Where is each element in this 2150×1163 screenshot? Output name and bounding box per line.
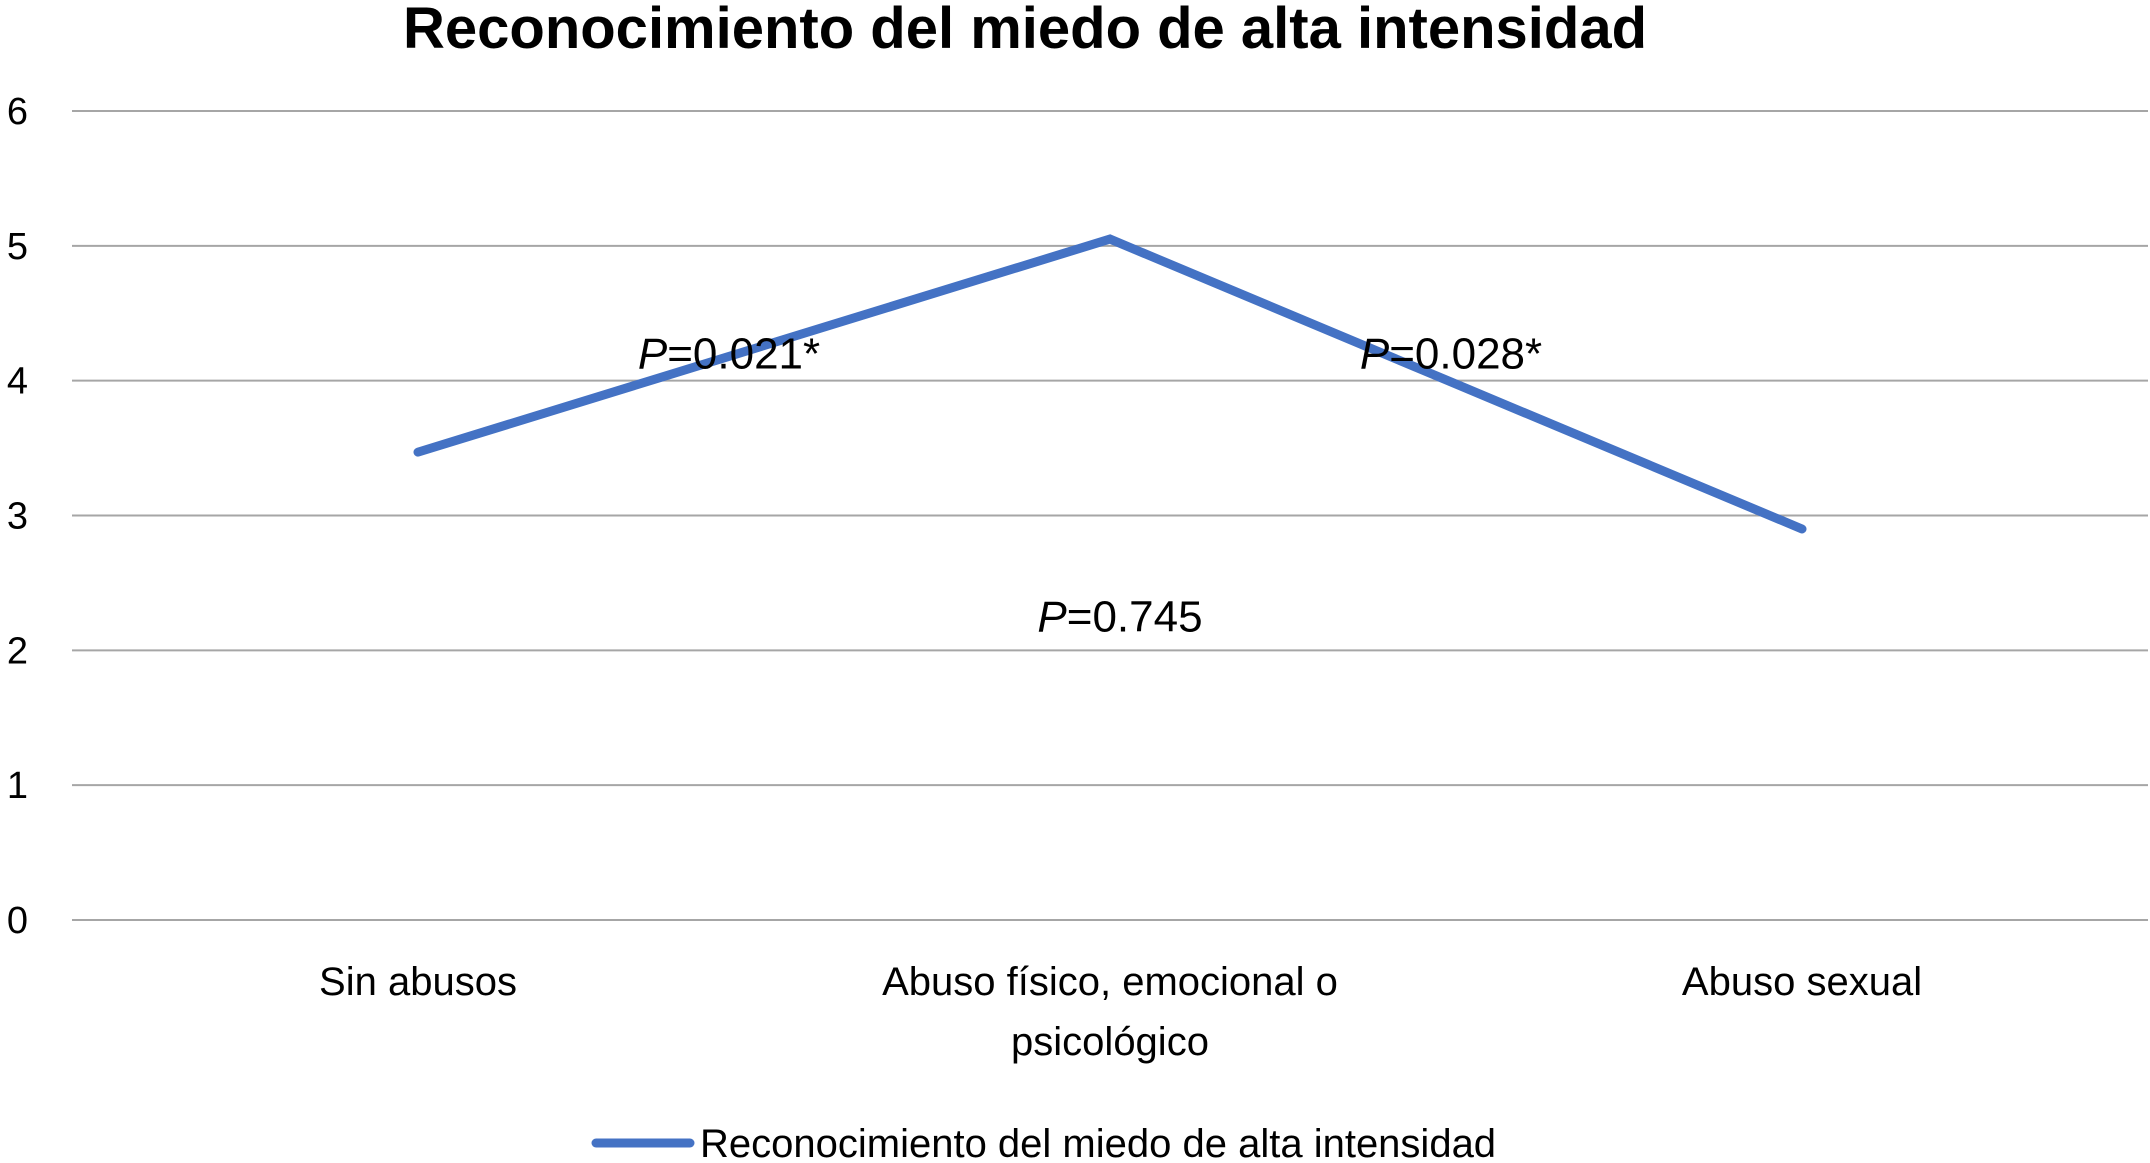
x-category-label: Abuso sexual [1682, 960, 1922, 1004]
series-line [413, 234, 1807, 534]
series-layer [413, 234, 1807, 534]
p-value-annotation: P=0.028* [1360, 330, 1542, 379]
y-axis-ticks: 0 1 2 3 4 5 6 [7, 91, 28, 942]
gridlines [72, 110, 2148, 921]
x-category-label: Sin abusos [319, 960, 517, 1004]
y-tick-label: 4 [7, 361, 28, 403]
y-tick-label: 3 [7, 496, 28, 538]
p-value-annotation: P=0.021* [638, 330, 820, 379]
legend: Reconocimiento del miedo de alta intensi… [591, 1122, 1496, 1163]
y-tick-label: 6 [7, 91, 28, 133]
y-tick-label: 5 [7, 226, 28, 268]
legend-label: Reconocimiento del miedo de alta intensi… [700, 1122, 1496, 1163]
chart-title: Reconocimiento del miedo de alta intensi… [403, 0, 1647, 61]
y-tick-label: 0 [7, 900, 28, 942]
y-tick-label: 2 [7, 630, 28, 672]
x-axis-categories: Sin abusos Abuso físico, emocional o psico… [319, 960, 1922, 1064]
annotations: P=0.021* P=0.028* P=0.745 [638, 330, 1542, 642]
y-tick-label: 1 [7, 765, 28, 807]
p-value-annotation: P=0.745 [1037, 593, 1202, 642]
x-category-label: Abuso físico, emocional o psicológico [882, 960, 1338, 1064]
